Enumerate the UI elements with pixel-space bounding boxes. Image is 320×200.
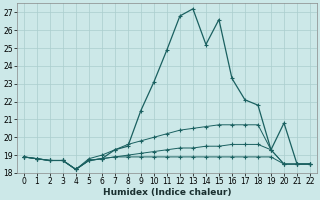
X-axis label: Humidex (Indice chaleur): Humidex (Indice chaleur)	[103, 188, 231, 197]
